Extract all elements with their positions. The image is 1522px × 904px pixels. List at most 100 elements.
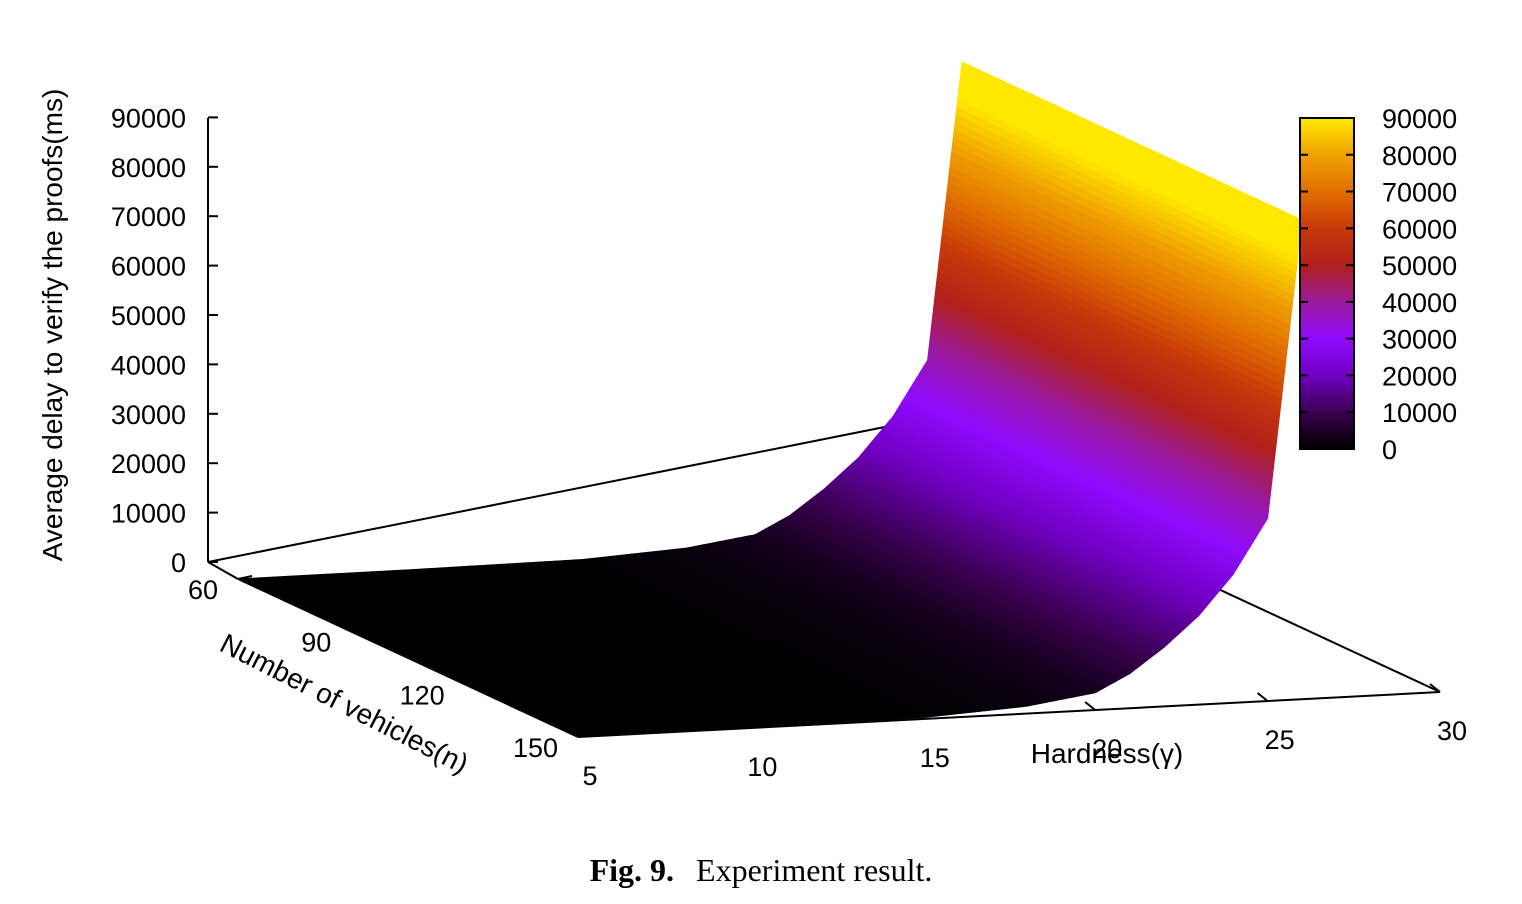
colorbar-band — [1300, 126, 1354, 130]
colorbar-band — [1300, 261, 1354, 265]
colorbar: 0 10000 20000 30000 40000 50000 60000 70000 8000… — [1299, 104, 1457, 465]
colorbar-band — [1300, 435, 1354, 439]
colorbar-band — [1300, 311, 1354, 315]
tick-labels: 0 10000 20000 30000 40000 50000 60000 70000 8000… — [111, 103, 1467, 791]
colorbar-band — [1300, 206, 1354, 210]
left-base-edge — [207, 561, 239, 580]
colorbar-band — [1300, 145, 1354, 149]
colorbar-band — [1300, 217, 1354, 221]
colorbar-band — [1300, 236, 1354, 240]
colorbar-band — [1300, 159, 1354, 163]
colorbar-tick-label: 40000 — [1382, 288, 1457, 318]
colorbar-band — [1300, 300, 1354, 304]
z-tick-label: 20000 — [111, 449, 186, 479]
colorbar-band — [1300, 140, 1354, 144]
colorbar-band — [1300, 322, 1354, 326]
colorbar-band — [1300, 352, 1354, 356]
colorbar-band — [1300, 402, 1354, 406]
colorbar-band — [1300, 186, 1354, 191]
colorbar-band — [1300, 426, 1354, 431]
colorbar-band — [1300, 377, 1354, 381]
colorbar-band — [1300, 253, 1354, 257]
colorbar-band — [1300, 366, 1354, 370]
colorbar-band — [1300, 341, 1354, 345]
colorbar-band — [1300, 289, 1354, 293]
colorbar-band — [1300, 242, 1354, 246]
colorbar-band — [1300, 239, 1354, 243]
colorbar-band — [1300, 162, 1354, 166]
colorbar-band — [1300, 324, 1354, 329]
colorbar-band — [1300, 357, 1354, 362]
colorbar-band — [1300, 120, 1354, 125]
surface-plot — [237, 61, 1303, 738]
hardness-tick — [1084, 701, 1096, 711]
colorbar-band — [1300, 167, 1354, 172]
colorbar-band — [1300, 330, 1354, 334]
colorbar-band — [1300, 203, 1354, 207]
colorbar-band — [1300, 316, 1354, 320]
colorbar-band — [1300, 424, 1354, 428]
colorbar-band — [1300, 385, 1354, 389]
colorbar-band — [1300, 369, 1354, 373]
colorbar-band — [1300, 421, 1354, 425]
colorbar-tick-label: 20000 — [1382, 361, 1457, 391]
colorbar-band — [1300, 404, 1354, 409]
colorbar-band — [1300, 118, 1354, 122]
colorbar-band — [1300, 415, 1354, 420]
colorbar-band — [1300, 429, 1354, 434]
colorbar-band — [1300, 399, 1354, 403]
colorbar-band — [1300, 266, 1354, 271]
colorbar-band — [1300, 170, 1354, 174]
caption-text: Experiment result. — [696, 852, 933, 888]
colorbar-band — [1300, 338, 1354, 343]
colorbar-band — [1300, 432, 1354, 436]
colorbar-band — [1300, 178, 1354, 183]
colorbar-band — [1300, 446, 1354, 450]
colorbar-band — [1300, 283, 1354, 287]
colorbar-band — [1300, 291, 1354, 296]
colorbar-band — [1300, 151, 1354, 155]
colorbar-band — [1300, 335, 1354, 340]
colorbar-band — [1300, 225, 1354, 229]
colorbar-band — [1300, 192, 1354, 196]
colorbar-band — [1300, 305, 1354, 309]
hardness-tick — [1429, 683, 1441, 693]
colorbar-band — [1300, 277, 1354, 282]
colorbar-band — [1300, 153, 1354, 158]
z-tick-label: 40000 — [111, 350, 186, 380]
z-tick-label: 10000 — [111, 499, 186, 529]
colorbar-band — [1300, 346, 1354, 351]
colorbar-band — [1300, 244, 1354, 249]
colorbar-band — [1300, 184, 1354, 188]
colorbar-band — [1300, 275, 1354, 279]
n-tick-label: 90 — [301, 628, 331, 658]
colorbar-frame — [1299, 117, 1355, 450]
colorbar-tick-label: 30000 — [1382, 325, 1457, 355]
colorbar-band — [1300, 393, 1354, 398]
z-tick-label: 30000 — [111, 400, 186, 430]
colorbar-band — [1300, 211, 1354, 216]
z-tick-label: 70000 — [111, 202, 186, 232]
colorbar-tick-label: 50000 — [1382, 251, 1457, 281]
hardness-tick-label: 5 — [582, 761, 597, 791]
colorbar-band — [1300, 209, 1354, 213]
colorbar-band — [1300, 189, 1354, 194]
colorbar-band — [1300, 443, 1354, 447]
colorbar-band — [1300, 264, 1354, 268]
n-tick-label: 150 — [513, 733, 558, 763]
colorbar-band — [1300, 129, 1354, 133]
colorbar-band — [1300, 363, 1354, 367]
hardness-tick-label: 20 — [1092, 734, 1122, 764]
colorbar-band — [1300, 374, 1354, 378]
colorbar-band — [1300, 131, 1354, 136]
n-tick-label: 120 — [400, 680, 445, 710]
colorbar-band — [1300, 250, 1354, 254]
colorbar-band — [1300, 286, 1354, 290]
hardness-tick-label: 15 — [920, 743, 950, 773]
z-tick-label: 90000 — [111, 103, 186, 133]
colorbar-band — [1300, 413, 1354, 417]
colorbar-tick-label: 60000 — [1382, 214, 1457, 244]
colorbar-band — [1300, 181, 1354, 185]
